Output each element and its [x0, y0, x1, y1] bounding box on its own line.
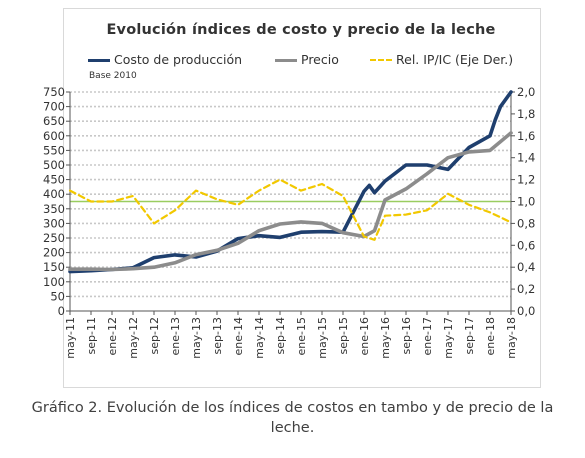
- x-tick-label: ene-15: [295, 317, 308, 355]
- x-tick-labels: may-11 sep-11 ene-12 may-12 sep-12 ene-13 may-…: [64, 311, 518, 359]
- chart-area-border: [63, 8, 541, 388]
- x-tick-label: sep-17: [463, 317, 476, 354]
- y-left-tick-label: 100: [43, 275, 65, 289]
- series-line-ratio: [68, 178, 513, 241]
- y-right-tick-label: 0,2: [517, 282, 535, 296]
- y-right-tick-label: 0,4: [517, 260, 535, 274]
- x-tick-label: may-17: [442, 317, 455, 359]
- x-tick-label: may-18: [505, 317, 518, 359]
- y-left-tick-label: 250: [43, 231, 65, 245]
- x-tick-label: sep-13: [211, 317, 224, 354]
- x-tick-label: ene-17: [421, 317, 434, 355]
- y-left-tick-label: 0: [58, 304, 65, 318]
- series-line-cost: [68, 90, 513, 274]
- y-left-tick-label: 750: [43, 85, 65, 99]
- legend-swatch-ratio: [370, 59, 392, 61]
- y-left-tick-label: 400: [43, 187, 65, 201]
- y-right-tick-label: 1,0: [517, 195, 535, 209]
- x-tick-label: sep-11: [85, 317, 98, 354]
- chart-title: Evolución índices de costo y precio de l…: [106, 22, 496, 38]
- y-right-tick-label: 0,6: [517, 238, 535, 252]
- y-left-tick-label: 350: [43, 202, 65, 216]
- y-left-tick-labels: 0501001502002503003504004505005506006507…: [43, 85, 70, 318]
- y-right-tick-label: 1,4: [517, 151, 535, 165]
- x-tick-label: sep-14: [274, 317, 287, 354]
- figure-caption: Gráfico 2. Evolución de los índices de c…: [31, 400, 554, 436]
- base-label: Base 2010: [89, 71, 137, 81]
- y-right-tick-label: 1,8: [517, 107, 535, 121]
- y-right-tick-label: 0,8: [517, 216, 535, 230]
- x-tick-label: ene-18: [484, 317, 497, 355]
- y-right-tick-label: 1,6: [517, 129, 535, 143]
- legend-swatch-cost: [88, 59, 110, 62]
- y-left-tick-label: 200: [43, 246, 65, 260]
- x-tick-label: may-13: [190, 317, 203, 359]
- y-right-tick-labels: 0,0 0,2 0,4 0,6 0,8 1,0 1,2 1,4 1,6 1,8 2,0: [511, 85, 535, 318]
- y-left-tick-label: 600: [43, 129, 65, 143]
- y-left-tick-label: 150: [43, 260, 65, 274]
- series-line-price: [68, 131, 513, 272]
- x-tick-label: may-14: [253, 317, 266, 359]
- x-tick-label: ene-13: [169, 317, 182, 355]
- y-left-tick-label: 450: [43, 173, 65, 187]
- y-right-tick-label: 2,0: [517, 85, 535, 99]
- legend-swatch-price: [275, 59, 297, 62]
- legend-label-price: Precio: [301, 52, 339, 67]
- y-right-tick-label: 0,0: [517, 304, 535, 318]
- legend-label-ratio: Rel. IP/IC (Eje Der.): [396, 52, 514, 67]
- y-left-tick-label: 700: [43, 100, 65, 114]
- y-left-tick-label: 50: [50, 289, 65, 303]
- x-tick-label: may-15: [316, 317, 329, 359]
- y-left-tick-label: 300: [43, 216, 65, 230]
- x-tick-label: sep-16: [400, 317, 413, 354]
- legend-label-cost: Costo de producción: [114, 52, 243, 67]
- x-tick-label: may-12: [127, 317, 140, 359]
- x-tick-label: ene-14: [232, 317, 245, 355]
- x-tick-label: sep-12: [148, 317, 161, 354]
- x-tick-label: sep-15: [337, 317, 350, 354]
- x-tick-label: ene-12: [106, 317, 119, 355]
- y-right-tick-label: 1,2: [517, 173, 535, 187]
- x-tick-label: may-11: [64, 317, 77, 359]
- y-left-tick-label: 500: [43, 158, 65, 172]
- x-tick-label: may-16: [379, 317, 392, 359]
- y-left-tick-label: 550: [43, 143, 65, 157]
- x-tick-label: ene-16: [358, 317, 371, 355]
- y-left-tick-label: 650: [43, 114, 65, 128]
